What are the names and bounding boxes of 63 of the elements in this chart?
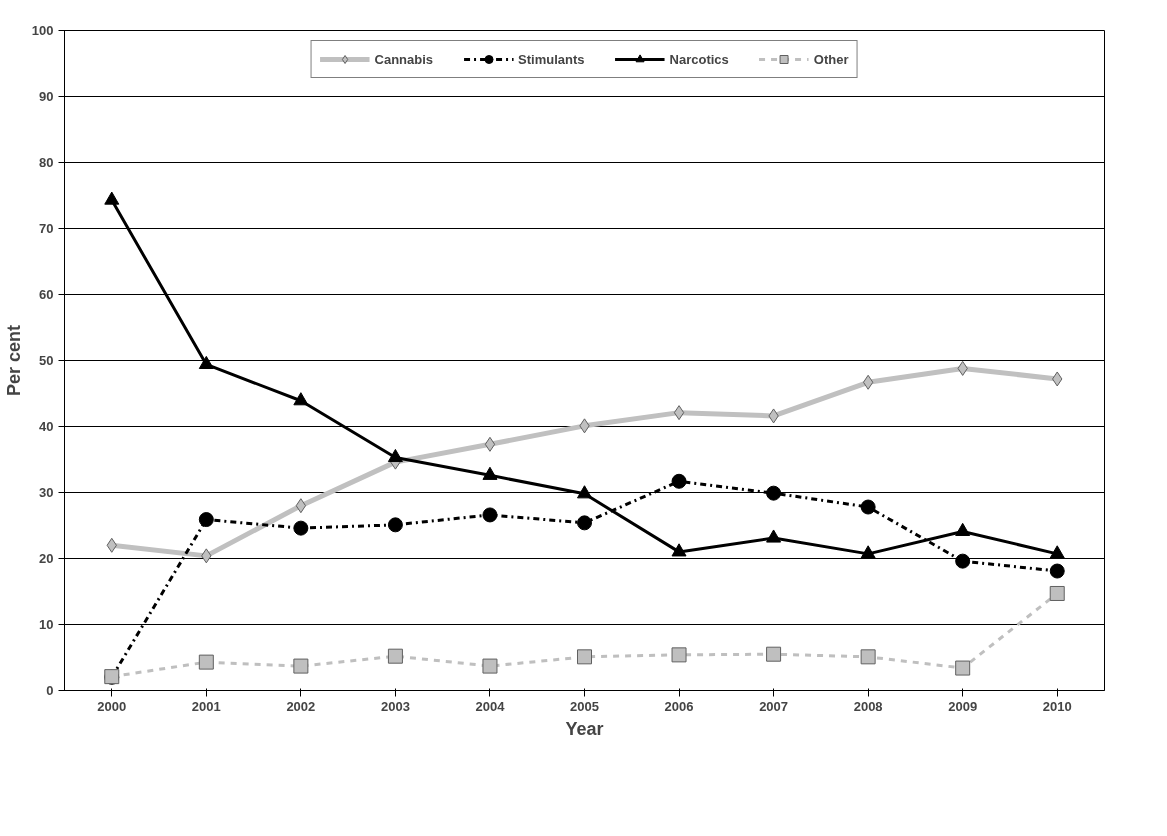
point bbox=[671, 647, 687, 663]
x-tick-label: 2004 bbox=[475, 698, 506, 714]
point bbox=[862, 374, 874, 390]
legend-label: Narcotics bbox=[669, 51, 729, 67]
y-tick-label: 30 bbox=[39, 485, 54, 500]
x-tick-label: 2008 bbox=[853, 698, 883, 714]
point bbox=[293, 520, 309, 536]
y-tick-label: 100 bbox=[31, 23, 54, 38]
point bbox=[577, 515, 592, 531]
point bbox=[955, 660, 971, 676]
point bbox=[1049, 585, 1065, 601]
y-tick-label: 60 bbox=[39, 287, 54, 302]
y-tick-label: 20 bbox=[39, 551, 54, 566]
point bbox=[766, 646, 782, 662]
x-tick-label: 2006 bbox=[664, 698, 694, 714]
x-tick-label: 2007 bbox=[759, 698, 789, 714]
legend-label: Cannabis bbox=[374, 51, 434, 67]
point bbox=[860, 649, 876, 665]
x-tick-label: 2010 bbox=[1042, 698, 1072, 714]
point bbox=[482, 658, 498, 674]
y-tick-label: 50 bbox=[39, 353, 54, 368]
y-tick-label: 70 bbox=[39, 221, 54, 236]
point bbox=[1049, 545, 1065, 559]
y-tick-label: 90 bbox=[39, 89, 54, 104]
point bbox=[1049, 563, 1065, 579]
y-axis-title: Per cent bbox=[3, 324, 24, 397]
point bbox=[766, 485, 782, 501]
point bbox=[387, 648, 403, 664]
x-tick-label: 2002 bbox=[286, 698, 316, 714]
point bbox=[766, 529, 782, 543]
point bbox=[198, 355, 214, 369]
x-tick-label: 2001 bbox=[191, 698, 221, 714]
point bbox=[387, 448, 403, 463]
legend-label: Other bbox=[813, 51, 849, 67]
point bbox=[198, 512, 214, 528]
point bbox=[387, 517, 403, 533]
point bbox=[860, 545, 876, 559]
point bbox=[293, 658, 309, 674]
point bbox=[104, 191, 120, 205]
point bbox=[671, 543, 687, 557]
point bbox=[198, 654, 214, 670]
y-tick-label: 10 bbox=[39, 617, 54, 632]
point bbox=[484, 436, 496, 452]
point bbox=[671, 473, 687, 489]
y-tick-label: 80 bbox=[39, 155, 54, 170]
point bbox=[482, 507, 498, 523]
point bbox=[577, 649, 592, 665]
x-tick-label: 2005 bbox=[570, 698, 599, 714]
point bbox=[482, 466, 498, 480]
x-tick-label: 2009 bbox=[948, 698, 978, 714]
point bbox=[955, 553, 971, 569]
point bbox=[860, 499, 876, 515]
point bbox=[295, 498, 307, 514]
legend-label: Stimulants bbox=[518, 51, 585, 67]
x-axis-title: Year bbox=[565, 718, 604, 739]
point bbox=[673, 405, 685, 421]
point bbox=[955, 522, 971, 536]
x-tick-label: 2000 bbox=[97, 698, 127, 714]
point bbox=[293, 392, 309, 406]
x-tick-label: 2003 bbox=[380, 698, 410, 714]
y-tick-label: 40 bbox=[39, 419, 54, 434]
y-tick-label: 0 bbox=[46, 683, 54, 698]
point bbox=[577, 485, 592, 499]
